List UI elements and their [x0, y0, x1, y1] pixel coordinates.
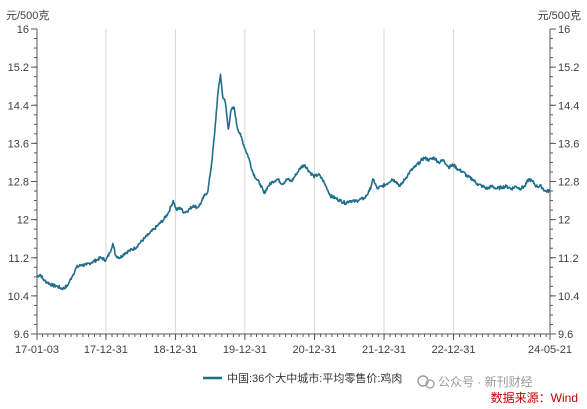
- right-y-tick-label: 12.8: [558, 177, 579, 189]
- x-tick-label: 22-12-31: [431, 344, 475, 356]
- left-y-tick-label: 11.2: [8, 253, 29, 265]
- left-y-tick-label: 9.6: [14, 329, 29, 341]
- axes: 16 16 15.2 15.2 14.4 14.4 13.6 13.6 12.8 12.8 12 12…: [8, 24, 580, 356]
- gridlines: [36, 29, 551, 334]
- series-line-chicken-price: [36, 73, 551, 291]
- x-tick-label: 24-05-21: [528, 344, 572, 356]
- x-tick-label: 19-12-31: [223, 344, 267, 356]
- right-y-tick-label: 16: [558, 24, 570, 36]
- x-tick-label: 17-12-31: [84, 344, 128, 356]
- right-y-tick-label: 14.4: [558, 100, 579, 112]
- right-y-tick-label: 13.6: [558, 138, 579, 150]
- left-y-tick-label: 12.8: [8, 177, 29, 189]
- x-tick-label: 20-12-31: [293, 344, 337, 356]
- x-tick-label: 17-01-03: [15, 344, 59, 356]
- series-layer: [36, 73, 551, 291]
- legend: 中国:36个大中城市:平均零售价:鸡肉: [203, 371, 402, 385]
- x-tick-label: 18-12-31: [153, 344, 197, 356]
- right-y-tick-label: 11.2: [558, 253, 579, 265]
- right-y-tick-label: 15.2: [558, 62, 579, 74]
- x-tick-label: 21-12-31: [362, 344, 406, 356]
- right-y-tick-label: 10.4: [558, 291, 579, 303]
- legend-label: 中国:36个大中城市:平均零售价:鸡肉: [227, 371, 402, 385]
- right-y-tick-label: 9.6: [558, 329, 573, 341]
- right-y-tick-label: 12: [558, 215, 570, 227]
- left-y-tick-label: 12: [17, 215, 29, 227]
- left-y-tick-label: 14.4: [8, 100, 29, 112]
- left-y-unit-label: 元/500克: [6, 9, 49, 22]
- left-y-tick-label: 10.4: [8, 291, 29, 303]
- left-y-tick-label: 16: [17, 24, 29, 36]
- source-label: 数据来源：Wind: [491, 390, 578, 405]
- left-y-tick-label: 15.2: [8, 62, 29, 74]
- watermark: 公众号 · 新刊财经: [417, 374, 533, 389]
- wechat-icon-secondary: [425, 379, 435, 389]
- watermark-label: 公众号 · 新刊财经: [438, 374, 533, 389]
- left-y-tick-label: 13.6: [8, 138, 29, 150]
- right-y-unit-label: 元/500克: [538, 9, 581, 22]
